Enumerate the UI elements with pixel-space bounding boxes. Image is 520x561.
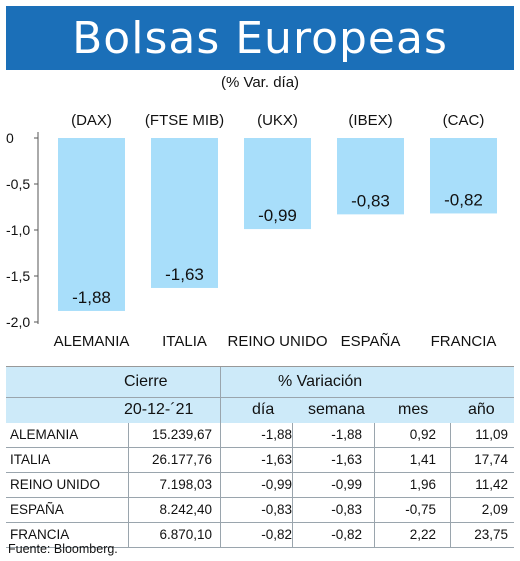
y-tick-label: -0,5	[6, 176, 30, 192]
cell-semana: -0,99	[331, 477, 362, 492]
category-label: ALEMANIA	[54, 333, 130, 350]
table-body: ALEMANIA 15.239,67 -1,88 -1,88 0,92 11,09 ITAL…	[6, 423, 514, 548]
chart-subtitle: (% Var. día)	[220, 74, 300, 91]
source-note: Fuente: Bloomberg.	[8, 542, 118, 556]
cell-cierre: 26.177,76	[151, 452, 212, 467]
bar	[151, 138, 218, 288]
cell-dia: -0,82	[261, 527, 292, 542]
y-tick-label: -1,0	[6, 222, 30, 238]
category-label: REINO UNIDO	[227, 333, 327, 350]
header-semana: semana	[308, 401, 365, 418]
cell-semana: -0,83	[331, 502, 362, 517]
y-tick-label: -1,5	[6, 268, 30, 284]
cell-name: ESPAÑA	[10, 502, 64, 517]
bar-value-label: -0,83	[351, 191, 390, 210]
header-mes: mes	[398, 401, 429, 418]
table-row: REINO UNIDO 7.198,03 -0,99 -0,99 1,96 11,42	[6, 473, 514, 498]
cell-semana: -1,63	[331, 452, 362, 467]
cell-name: REINO UNIDO	[10, 477, 101, 492]
cell-ano: 11,42	[475, 477, 508, 492]
header-variacion: % Variación	[278, 373, 363, 390]
title-banner: Bolsas Europeas	[6, 6, 514, 70]
cell-cierre: 7.198,03	[159, 477, 212, 492]
index-label: (FTSE MIB)	[145, 112, 224, 129]
cell-mes: 1,41	[409, 452, 436, 467]
table-row: ALEMANIA 15.239,67 -1,88 -1,88 0,92 11,09	[6, 423, 514, 448]
cell-mes: 1,96	[409, 477, 436, 492]
bar	[337, 138, 404, 215]
page-title: Bolsas Europeas	[72, 12, 448, 64]
bar-chart: 0 -0,5 -1,0 -1,5 -2,0 -1,88 (DAX) ALEMANIA -1,63…	[6, 112, 497, 350]
header-date: 20-12-´21	[124, 401, 194, 418]
header-cierre: Cierre	[124, 373, 168, 390]
cell-mes: -0,75	[405, 502, 436, 517]
category-label: ITALIA	[162, 333, 207, 350]
header-dia: día	[252, 401, 275, 418]
cell-cierre: 6.870,10	[159, 527, 212, 542]
index-label: (DAX)	[71, 112, 112, 129]
cell-cierre: 15.239,67	[151, 427, 212, 442]
bar	[244, 138, 311, 230]
bar-value-label: -1,88	[72, 288, 111, 307]
cell-mes: 0,92	[409, 427, 436, 442]
cell-semana: -1,88	[331, 427, 362, 442]
cell-name: ALEMANIA	[10, 427, 79, 442]
bar-value-label: -0,82	[444, 190, 483, 209]
y-tick-label: -2,0	[6, 314, 30, 330]
index-label: (UKX)	[257, 112, 298, 129]
bar	[58, 138, 125, 311]
bar-value-label: -0,99	[258, 206, 297, 225]
table-row: ITALIA 26.177,76 -1,63 -1,63 1,41 17,74	[6, 448, 514, 473]
cell-ano: 17,74	[474, 452, 508, 467]
table-row: ESPAÑA 8.242,40 -0,83 -0,83 -0,75 2,09	[6, 498, 514, 523]
cell-dia: -1,88	[261, 427, 292, 442]
table-header: Cierre % Variación 20-12-´21 día semana …	[6, 366, 514, 423]
cell-name: FRANCIA	[10, 527, 70, 542]
cell-name: ITALIA	[10, 452, 51, 467]
cell-mes: 2,22	[409, 527, 436, 542]
category-label: FRANCIA	[431, 333, 497, 350]
cell-cierre: 8.242,40	[159, 502, 212, 517]
cell-dia: -0,83	[261, 502, 292, 517]
data-table: Cierre % Variación 20-12-´21 día semana …	[6, 366, 514, 548]
bar-value-label: -1,63	[165, 265, 204, 284]
header-ano: año	[468, 401, 495, 418]
cell-semana: -0,82	[331, 527, 362, 542]
cell-dia: -1,63	[261, 452, 292, 467]
cell-dia: -0,99	[261, 477, 292, 492]
cell-ano: 2,09	[481, 502, 508, 517]
index-label: (IBEX)	[348, 112, 392, 129]
bar	[430, 138, 497, 214]
index-label: (CAC)	[443, 112, 485, 129]
cell-ano: 11,09	[475, 427, 508, 442]
category-label: ESPAÑA	[341, 333, 401, 350]
y-tick-label: 0	[6, 130, 14, 146]
table-row: FRANCIA 6.870,10 -0,82 -0,82 2,22 23,75	[6, 523, 514, 548]
cell-ano: 23,75	[474, 527, 508, 542]
